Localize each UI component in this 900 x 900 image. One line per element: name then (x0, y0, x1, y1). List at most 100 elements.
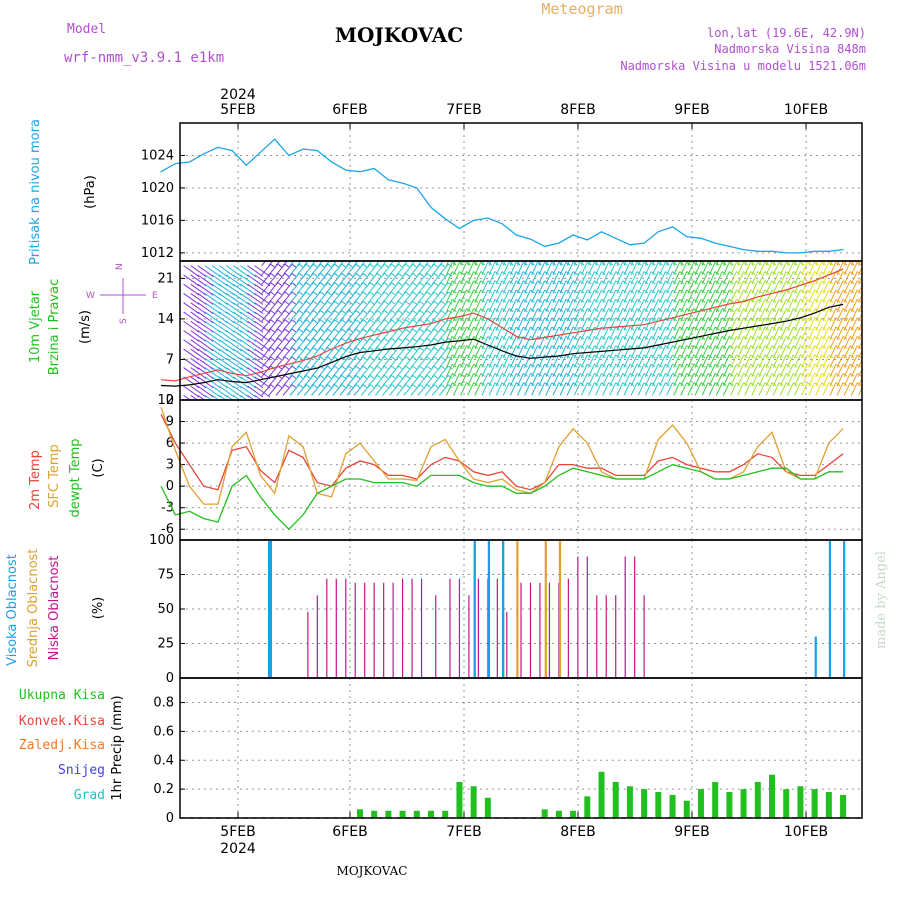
wind-barb-head (412, 347, 418, 351)
wind-barb-head (194, 375, 200, 379)
wind-barb-head (223, 356, 228, 361)
wind-barb (708, 363, 716, 378)
pressure-point (316, 150, 318, 152)
wind-barb-head (320, 310, 325, 314)
wind-barb-head (291, 347, 297, 351)
wind-barb (502, 326, 510, 340)
pressure-point (330, 161, 333, 163)
wind-barb (332, 291, 343, 304)
wind-barb (481, 262, 489, 276)
wind-barb-head (398, 310, 403, 314)
wind-barb (545, 382, 553, 396)
compass-east: E (152, 291, 158, 301)
wind-barb-head (419, 291, 425, 296)
wind-barb-head (320, 384, 325, 389)
precip-legend-item: Konvek.Kisa (19, 714, 105, 729)
top-date-tick-label: 6FEB (332, 102, 367, 118)
wind-barb-head (223, 319, 228, 324)
y-tick-label: -6 (161, 522, 174, 537)
wind-barb (531, 326, 539, 340)
wind-barb (630, 317, 638, 331)
wind-gust-line (161, 268, 844, 382)
wind-barb-head (355, 310, 361, 314)
wind-barb (737, 317, 745, 331)
wind-barb-head (665, 253, 669, 256)
wind-barb-head (376, 291, 382, 296)
wind-barb (524, 261, 528, 266)
wind-barb (666, 262, 674, 276)
wind-barb-head (419, 347, 425, 351)
wind-barb-head (658, 253, 662, 256)
precip-bar (385, 810, 392, 818)
wind-barb (232, 348, 246, 358)
pressure-point (544, 245, 546, 247)
wind-barb (786, 299, 794, 313)
wind-barb-head (313, 291, 318, 296)
wind-barb-head (391, 384, 396, 389)
wind-barb (559, 373, 567, 387)
top-date-tick-label: 10FEB (784, 102, 828, 118)
wind-barb-head (376, 319, 382, 324)
wind-barb (659, 345, 666, 359)
wind-barb-head (405, 337, 410, 342)
wind-barb (708, 336, 716, 350)
wind-barb (730, 308, 737, 322)
wind-barb-head (277, 319, 283, 324)
wind-barb (630, 262, 638, 276)
wind-barb (282, 347, 293, 359)
model-label: Model (67, 22, 106, 37)
wind-barb (431, 365, 442, 378)
wind-barb-head (327, 273, 332, 277)
wind-barb (630, 382, 638, 396)
wind-barb-head (772, 253, 776, 256)
wind-barb (204, 357, 217, 367)
wind-barb (786, 262, 794, 276)
wind-barb (332, 337, 343, 350)
wind-barb (431, 356, 442, 368)
wind-barb (573, 373, 581, 387)
pressure-point (302, 148, 304, 150)
wind-barb (680, 299, 688, 313)
wind-barb-head (843, 253, 847, 256)
wind-barb-head (223, 273, 228, 278)
wind-barb-head (291, 319, 297, 324)
wind-barb (296, 328, 307, 341)
wind-barb (218, 330, 231, 339)
wind-barb (183, 330, 196, 339)
wind-barb-head (208, 384, 214, 389)
wind-barb (758, 271, 766, 285)
wind-barb-head (864, 364, 868, 367)
wind-barb-head (426, 273, 432, 277)
top-date-tick-label: 9FEB (674, 102, 709, 118)
wind-barb (730, 271, 737, 285)
wind-barb (786, 345, 794, 359)
wind-barb (715, 280, 723, 294)
wind-barb (744, 345, 752, 359)
wind-barb-head (376, 310, 382, 314)
wind-barb-head (230, 375, 235, 379)
wind-barb-head (369, 282, 375, 287)
wind-barb (289, 365, 300, 378)
wind-barb-head (230, 301, 235, 305)
wind-barb-head (259, 403, 263, 406)
wind-barb (524, 382, 531, 396)
wind-barb (836, 373, 844, 387)
wind-barb-head (216, 338, 221, 342)
time-axes: 5FEB5FEB6FEB6FEB7FEB7FEB8FEB8FEB9FEB9FEB… (220, 102, 828, 840)
wind-barb (460, 289, 467, 303)
wind-barb (573, 336, 581, 350)
wind-barb (431, 261, 437, 266)
wind-barb-head (751, 253, 755, 256)
wind-barb-head (223, 365, 228, 370)
wind-barb (403, 365, 414, 378)
wind-barb (673, 354, 681, 368)
wind-barb (843, 336, 851, 350)
wind-barb (367, 375, 378, 387)
wind-barb-head (334, 273, 339, 277)
wind-barb (765, 354, 773, 368)
wind-barb-head (419, 300, 425, 305)
wind-barb (644, 373, 652, 387)
wind-barb-head (244, 282, 250, 287)
wind-barb (637, 336, 645, 350)
wind-barb (275, 291, 286, 304)
